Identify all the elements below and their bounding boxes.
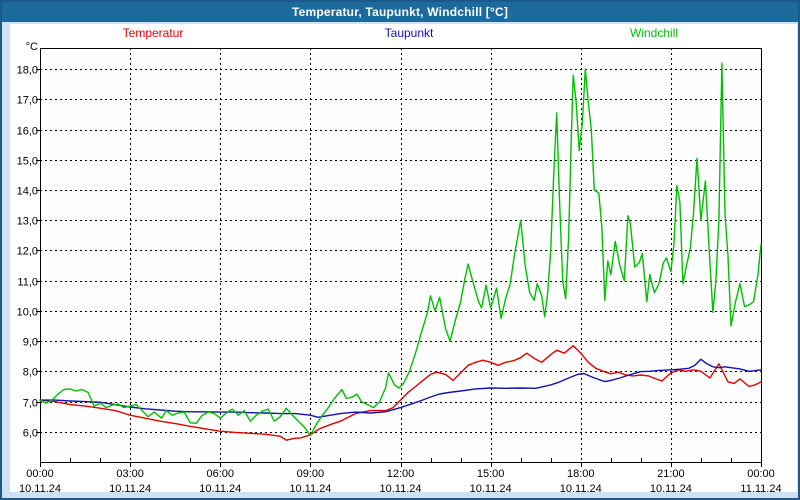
y-tick-label: 12,0 [17,246,38,258]
x-tick-date-label: 10.11.24 [560,483,602,495]
y-tick-label: 15,0 [17,156,38,168]
x-tick-date-label: 10.11.24 [19,483,61,495]
legend-taupunkt: Taupunkt [384,26,434,40]
plot-frame [40,48,762,463]
x-tick-time-label: 00:00 [26,468,54,480]
x-tick-time-label: 09:00 [297,468,325,480]
x-tick-date-label: 10.11.24 [650,483,692,495]
series-temperatur [39,345,762,441]
x-tick-time-label: 12:00 [387,468,415,480]
y-tick-label: 17,0 [17,95,38,107]
x-tick-time-label: 15:00 [477,468,505,480]
x-tick-date-label: 10.11.24 [199,483,241,495]
x-tick-date-label: 10.11.24 [470,483,512,495]
x-tick-time-label: 03:00 [116,468,144,480]
plot-area [40,48,761,462]
x-tick-date-label: 10.11.24 [109,483,151,495]
grid-lines [40,48,761,462]
series-windchill [39,62,762,437]
y-tick-label: 6,0 [23,428,38,440]
title-bar: Temperatur, Taupunkt, Windchill [°C] [2,2,798,22]
x-tick-time-label: 18:00 [567,468,595,480]
y-tick-label: 18,0 [17,65,38,77]
y-axis-unit-label: °C [25,41,38,53]
x-tick-time-label: 21:00 [657,468,685,480]
y-tick-label: 13,0 [17,216,38,228]
x-tick-date-label: 10.11.24 [379,483,421,495]
y-tick-label: 16,0 [17,126,38,138]
y-tick-label: 8,0 [23,367,38,379]
x-tick-date-label: 10.11.24 [289,483,331,495]
x-tick-date-label: 11.11.24 [740,483,781,495]
chart-title: Temperatur, Taupunkt, Windchill [°C] [291,5,509,19]
legend-windchill: Windchill [629,26,679,40]
legend-temperatur: Temperatur [122,26,184,40]
y-tick-label: 14,0 [17,186,38,198]
y-tick-label: 9,0 [23,337,38,349]
y-tick-label: 7,0 [23,398,38,410]
y-tick-label: 10,0 [17,307,38,319]
x-tick-time-label: 06:00 [206,468,234,480]
series-taupunkt [39,358,762,418]
x-tick-time-label: 00:00 [747,468,775,480]
y-tick-label: 11,0 [17,277,38,289]
axis-labels: 6,0 7,0 8,0 9,0 10,0 11,0 12,0 13,0 14,0 15,0 16,0… [17,65,782,496]
